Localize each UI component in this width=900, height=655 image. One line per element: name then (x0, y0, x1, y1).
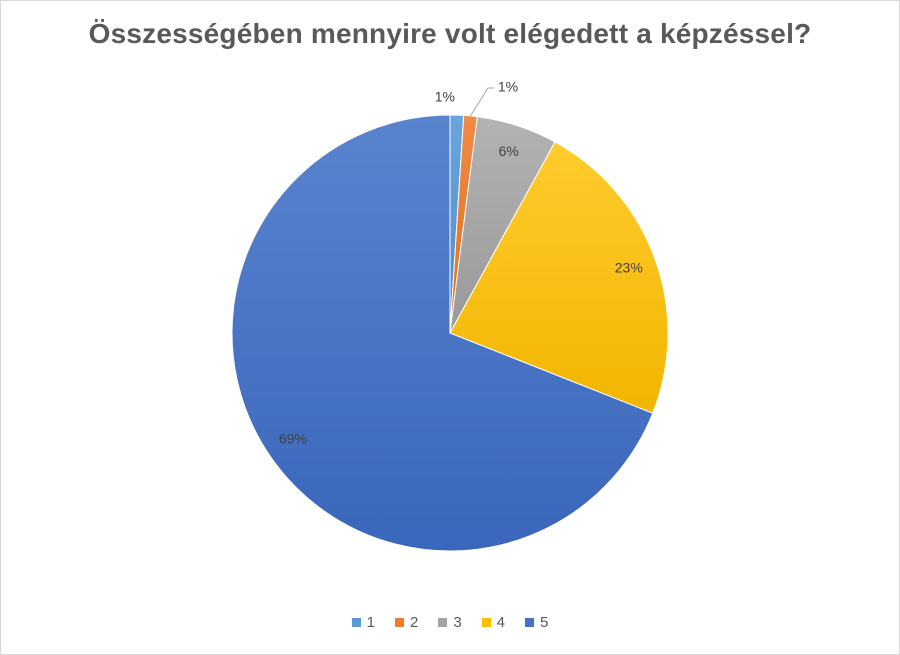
data-label-5: 69% (279, 430, 307, 446)
legend-swatch-3 (438, 618, 448, 627)
legend-label-1: 1 (366, 614, 375, 631)
legend-label-5: 5 (540, 614, 549, 631)
legend-item-3: 3 (438, 614, 462, 631)
legend-swatch-2 (394, 618, 404, 627)
pie-slice-5 (231, 114, 654, 552)
legend-swatch-1 (351, 618, 361, 627)
legend-label-4: 4 (496, 614, 506, 631)
legend-item-1: 1 (351, 614, 375, 631)
data-label-3: 6% (499, 143, 519, 159)
data-label-2: 1% (498, 79, 518, 95)
chart-title: Összességében mennyire volt elégedett a … (88, 18, 812, 49)
data-label-4: 23% (615, 259, 643, 275)
legend-label-3: 3 (453, 614, 462, 631)
legend-item-5: 5 (525, 614, 548, 631)
legend-swatch-5 (525, 618, 535, 627)
data-label-1: 1% (435, 89, 455, 105)
legend: 1 2 3 4 5 (0, 614, 900, 631)
legend-item-4: 4 (481, 614, 506, 631)
legend-item-2: 2 (394, 614, 419, 631)
legend-swatch-4 (481, 618, 491, 627)
legend-label-2: 2 (409, 614, 419, 631)
pie-slice-4 (449, 141, 669, 414)
leader-line-2 (470, 87, 494, 117)
